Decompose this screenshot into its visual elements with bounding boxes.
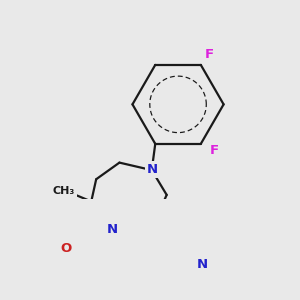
Text: O: O (60, 242, 71, 254)
Text: F: F (205, 48, 214, 61)
Text: N: N (147, 163, 158, 176)
Text: N: N (107, 223, 118, 236)
Text: F: F (210, 144, 219, 157)
Text: N: N (197, 258, 208, 271)
Text: CH₃: CH₃ (53, 186, 75, 196)
